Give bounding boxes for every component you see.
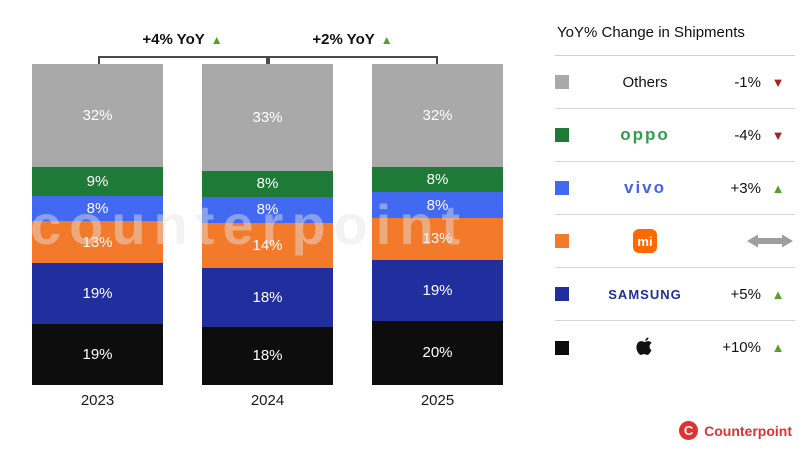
others-swatch-label: Others xyxy=(622,73,668,91)
segment-vivo-2023: 8% xyxy=(32,195,163,222)
legend-row-apple: +10% ▲ xyxy=(555,321,795,374)
segment-samsung-2024: 18% xyxy=(202,268,333,327)
apple-logo-icon xyxy=(635,336,655,359)
segment-samsung-2023: 19% xyxy=(32,262,163,324)
segment-value-label: 20% xyxy=(422,344,453,362)
segment-xiaomi-2025: 13% xyxy=(372,218,503,260)
legend-swatch-vivo xyxy=(555,181,569,195)
trend-up-icon: ▲ xyxy=(210,33,223,47)
segment-oppo-2025: 8% xyxy=(372,166,503,193)
segment-value-label: 33% xyxy=(252,109,283,126)
bar-2024: 33% 8% 8% 14% 18% 18% xyxy=(202,64,333,385)
yoy-annotation-label: +2% YoY ▲ xyxy=(312,31,393,48)
yoy-bracket-2023-2024: +4% YoY ▲ xyxy=(97,31,268,64)
segment-value-label: 9% xyxy=(86,172,109,190)
segment-value-label: 32% xyxy=(422,106,453,124)
segment-apple-2024: 18% xyxy=(202,326,333,385)
segment-value-label: 19% xyxy=(82,284,113,302)
yoy-change-apple: +10% xyxy=(722,339,761,356)
trend-up-icon: ▲ xyxy=(771,340,785,355)
segment-others-2024: 33% xyxy=(202,64,333,171)
yoy-change-oppo: -4% xyxy=(734,126,761,144)
legend-swatch-oppo xyxy=(555,128,569,142)
segment-vivo-2025: 8% xyxy=(372,192,503,219)
samsung-logo-icon: SAMSUNG xyxy=(608,286,682,302)
x-axis-label-2024: 2024 xyxy=(250,392,285,409)
legend-swatch-others xyxy=(555,75,569,89)
legend-title: YoY% Change in Shipments xyxy=(555,18,795,56)
legend-rows: Others -1% ▼ OPPO -4% ▼ vivo +3% ▲ mi SAMSUNG +5% ▲ +… xyxy=(555,56,795,374)
legend-row-samsung: SAMSUNG +5% ▲ xyxy=(555,268,795,321)
trend-down-icon: ▼ xyxy=(771,127,785,143)
yoy-annotation-label: +4% YoY ▲ xyxy=(142,31,223,48)
legend-row-others: Others -1% ▼ xyxy=(555,56,795,109)
segment-value-label: 13% xyxy=(422,230,453,248)
segment-value-label: 19% xyxy=(82,345,113,363)
segment-apple-2025: 20% xyxy=(372,320,503,385)
xiaomi-logo-icon: mi xyxy=(633,229,657,253)
bar-2025: 32% 8% 8% 13% 19% 20% xyxy=(372,64,503,385)
legend-panel: YoY% Change in Shipments Others -1% ▼ OPPO -… xyxy=(555,18,795,374)
segment-value-label: 18% xyxy=(252,347,283,365)
x-axis-label-2023: 2023 xyxy=(80,392,115,409)
segment-apple-2023: 19% xyxy=(32,323,163,385)
mi-badge: mi xyxy=(633,229,657,253)
segment-value-label: 8% xyxy=(86,199,109,217)
legend-row-xiaomi: mi xyxy=(555,215,795,268)
segment-value-label: 14% xyxy=(252,237,283,255)
segment-value-label: 18% xyxy=(252,288,283,306)
segment-oppo-2024: 8% xyxy=(202,171,333,197)
segment-value-label: 8% xyxy=(256,201,279,219)
trend-up-icon: ▲ xyxy=(771,180,785,196)
segment-others-2025: 32% xyxy=(372,64,503,167)
counterpoint-brand: C Counterpoint xyxy=(679,421,792,440)
segment-others-2023: 32% xyxy=(32,64,163,167)
segment-value-label: 32% xyxy=(82,106,113,124)
legend-swatch-samsung xyxy=(555,287,569,301)
trend-up-icon: ▲ xyxy=(380,33,393,47)
counterpoint-logo-text: Counterpoint xyxy=(704,422,792,439)
trend-up-icon: ▲ xyxy=(771,286,785,302)
stacked-bar-chart: +4% YoY ▲ +2% YoY ▲ 32% 9% 8% 13% 19% 19% 33% 8% 8%… xyxy=(32,31,503,409)
segment-value-label: 8% xyxy=(426,196,449,214)
trend-down-icon: ▼ xyxy=(771,74,785,90)
segment-oppo-2023: 9% xyxy=(32,166,163,196)
legend-row-oppo: OPPO -4% ▼ xyxy=(555,109,795,162)
segment-value-label: 8% xyxy=(256,175,279,193)
legend-row-vivo: vivo +3% ▲ xyxy=(555,162,795,215)
segment-samsung-2025: 19% xyxy=(372,259,503,321)
x-axis-label-2025: 2025 xyxy=(420,392,455,409)
counterpoint-logo-icon: C xyxy=(679,421,699,440)
trend-flat-icon xyxy=(709,233,795,249)
segment-vivo-2024: 8% xyxy=(202,196,333,223)
segment-xiaomi-2023: 13% xyxy=(32,221,163,263)
segment-xiaomi-2024: 14% xyxy=(202,222,333,269)
legend-swatch-xiaomi xyxy=(555,234,569,248)
yoy-change-vivo: +3% xyxy=(730,179,761,197)
yoy-change-others: -1% xyxy=(734,73,761,91)
segment-value-label: 19% xyxy=(422,281,453,299)
segment-value-label: 13% xyxy=(82,233,113,251)
vivo-logo-icon: vivo xyxy=(623,178,667,197)
legend-swatch-apple xyxy=(555,340,569,355)
yoy-change-samsung: +5% xyxy=(730,285,761,303)
segment-value-label: 8% xyxy=(426,171,449,189)
yoy-bracket-2024-2025: +2% YoY ▲ xyxy=(267,31,438,64)
bar-2023: 32% 9% 8% 13% 19% 19% xyxy=(32,64,163,385)
oppo-logo-icon: OPPO xyxy=(620,125,670,144)
